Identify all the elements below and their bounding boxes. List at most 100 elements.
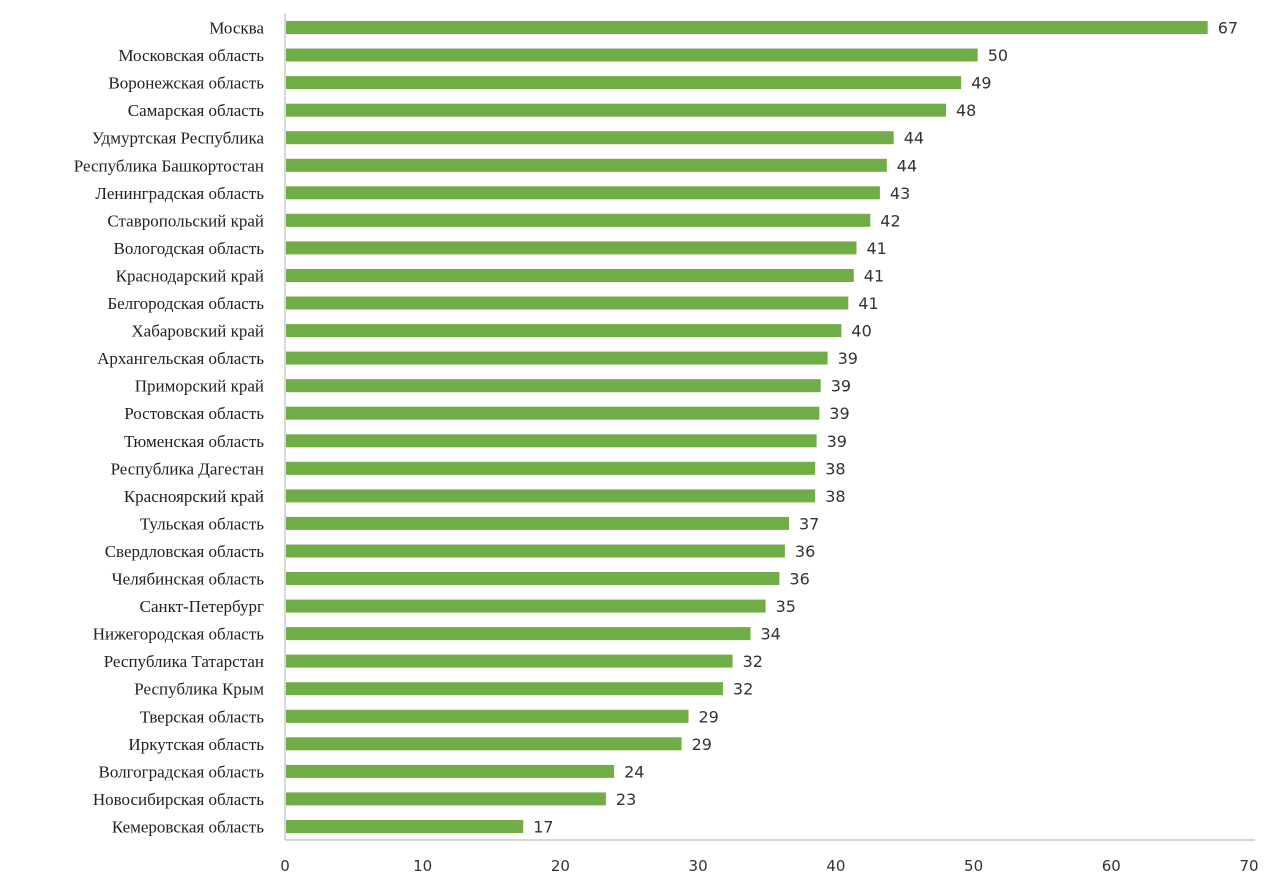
data-label: 39 — [829, 404, 849, 423]
bar — [286, 131, 894, 145]
data-label: 43 — [890, 184, 910, 203]
data-label: 37 — [799, 514, 819, 533]
data-label: 17 — [533, 818, 553, 837]
category-label: Волгоградская область — [99, 762, 265, 781]
category-label: Иркутская область — [128, 735, 264, 754]
category-label: Тульская область — [140, 514, 264, 533]
bar — [286, 406, 820, 420]
category-label: Ленинградская область — [95, 184, 264, 203]
data-label: 32 — [733, 680, 753, 699]
category-label: Челябинская область — [112, 570, 265, 589]
bars-group — [286, 21, 1208, 833]
category-label: Белгородская область — [107, 294, 264, 313]
data-label: 35 — [776, 597, 796, 616]
bar — [286, 820, 524, 833]
category-label: Республика Дагестан — [111, 459, 264, 478]
bar — [286, 76, 962, 90]
bar — [286, 709, 689, 723]
category-label: Тверская область — [140, 707, 264, 726]
data-label: 32 — [743, 652, 763, 671]
bar — [286, 516, 789, 530]
category-labels-group: Москва Московская область Воронежская обла… — [74, 19, 265, 837]
bar — [286, 103, 946, 117]
value-labels-group: 67 50 49 48 44 44 43 42 41 41 41 40 39 39 39 39 38 38 37 36… — [533, 19, 1238, 837]
data-label: 41 — [867, 239, 887, 258]
category-label: Москва — [209, 19, 264, 38]
data-label: 23 — [616, 790, 636, 809]
data-label: 38 — [825, 459, 845, 478]
category-label: Санкт-Петербург — [140, 597, 264, 616]
category-label: Республика Татарстан — [104, 652, 264, 671]
data-label: 44 — [897, 156, 917, 175]
x-tick-label: 20 — [551, 857, 570, 875]
bar — [286, 792, 606, 806]
category-label: Хабаровский край — [131, 322, 264, 341]
bar — [286, 186, 880, 200]
category-label: Ростовская область — [124, 404, 264, 423]
bar — [286, 269, 854, 282]
bar — [286, 572, 780, 585]
data-label: 39 — [838, 349, 858, 368]
bar — [286, 654, 733, 668]
bar — [286, 324, 842, 338]
bar — [286, 737, 682, 751]
x-tick-label: 70 — [1239, 857, 1258, 875]
data-label: 36 — [795, 542, 815, 561]
bar — [286, 21, 1208, 34]
bar — [286, 48, 978, 62]
data-label: 24 — [624, 762, 644, 781]
category-label: Воронежская область — [108, 74, 264, 93]
data-label: 39 — [831, 377, 851, 396]
bar — [286, 241, 857, 255]
bar — [286, 351, 828, 365]
category-label: Новосибирская область — [93, 790, 264, 809]
category-label: Ставропольский край — [107, 211, 264, 230]
data-label: 44 — [904, 129, 924, 148]
x-tick-label: 10 — [413, 857, 432, 875]
bar — [286, 627, 751, 641]
x-tick-label: 60 — [1102, 857, 1121, 875]
data-label: 50 — [988, 46, 1008, 65]
data-label: 29 — [692, 735, 712, 754]
data-label: 67 — [1218, 19, 1238, 38]
category-label: Свердловская область — [105, 542, 265, 561]
data-label: 48 — [956, 101, 976, 120]
x-tick-label: 0 — [280, 857, 290, 875]
data-label: 41 — [864, 267, 884, 286]
category-label: Нижегородская область — [93, 625, 265, 644]
category-label: Вологодская область — [114, 239, 265, 258]
category-label: Московская область — [118, 46, 264, 65]
bar — [286, 599, 766, 613]
x-tick-label: 40 — [826, 857, 845, 875]
data-label: 36 — [789, 570, 809, 589]
data-label: 29 — [699, 707, 719, 726]
category-label: Тюменская область — [124, 432, 264, 451]
bar — [286, 213, 871, 227]
x-tick-label: 50 — [964, 857, 983, 875]
category-label: Архангельская область — [97, 349, 264, 368]
data-label: 34 — [761, 625, 781, 644]
category-label: Кемеровская область — [112, 818, 264, 837]
bar — [286, 489, 816, 503]
bar — [286, 682, 723, 696]
data-label: 41 — [858, 294, 878, 313]
bar — [286, 379, 821, 393]
data-label: 42 — [880, 211, 900, 230]
bar — [286, 434, 817, 448]
bar — [286, 461, 816, 475]
x-tick-label: 30 — [689, 857, 708, 875]
data-label: 38 — [825, 487, 845, 506]
bar — [286, 764, 615, 778]
data-label: 40 — [851, 322, 871, 341]
bar — [286, 158, 887, 172]
x-tick-labels-group: 0 10 20 30 40 50 60 70 — [280, 857, 1258, 875]
category-label: Удмуртская Республика — [92, 129, 265, 148]
category-label: Республика Крым — [134, 680, 264, 699]
category-label: Самарская область — [128, 101, 264, 120]
category-label: Республика Башкортостан — [74, 156, 264, 175]
category-label: Приморский край — [135, 377, 264, 396]
data-label: 39 — [827, 432, 847, 451]
category-label: Краснодарский край — [116, 267, 264, 286]
data-label: 49 — [971, 74, 991, 93]
